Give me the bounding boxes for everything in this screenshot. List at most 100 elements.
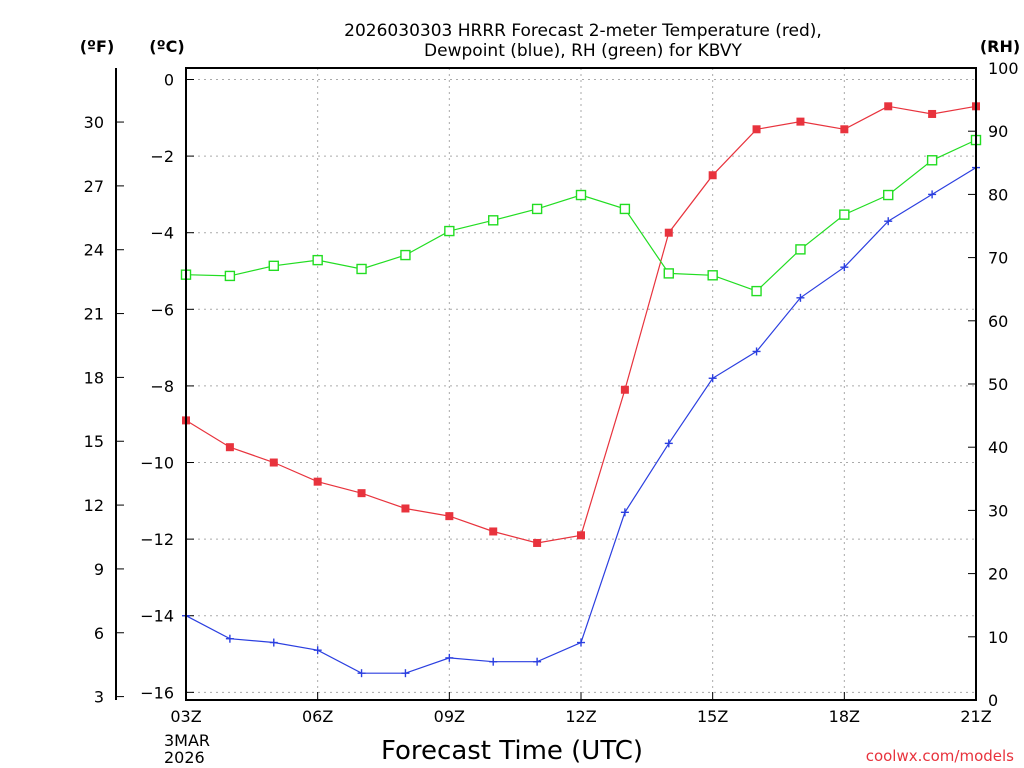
rh-point xyxy=(224,270,236,282)
dewpoint-point xyxy=(313,646,322,655)
temperature-point xyxy=(357,489,366,498)
celsius-tick-label: −10 xyxy=(140,454,174,473)
rh-point xyxy=(488,215,499,226)
temperature-point xyxy=(577,531,585,540)
rh-point xyxy=(356,263,367,275)
date-label-month: 3MAR xyxy=(164,731,210,750)
rh-unit-label: (RH) xyxy=(980,37,1020,56)
fahrenheit-unit-label: (ºF) xyxy=(80,37,115,56)
temperature-point xyxy=(533,538,542,547)
rh-point xyxy=(400,249,411,261)
rh-point xyxy=(312,254,323,266)
axis-layer: 03Z 06Z 09Z 12Z 15Z 18Z 21Z0−2−4−6−8−10−12−14−… xyxy=(84,59,1019,726)
temperature-point xyxy=(269,458,278,467)
fahrenheit-tick-label: 18 xyxy=(84,368,104,387)
x-tick-label: 21Z xyxy=(960,707,991,726)
temperature-point xyxy=(884,102,893,111)
celsius-tick-label: −8 xyxy=(150,377,174,396)
temperature-point xyxy=(664,228,673,237)
dewpoint-point xyxy=(401,669,410,678)
temperature-point xyxy=(620,385,629,394)
fahrenheit-tick-label: 12 xyxy=(84,496,104,515)
rh-point xyxy=(444,225,455,237)
rh-point xyxy=(663,268,674,279)
rh-point xyxy=(575,189,587,201)
fahrenheit-tick-label: 24 xyxy=(84,241,104,260)
x-axis-title: Forecast Time (UTC) xyxy=(381,736,643,766)
rh-point xyxy=(839,209,850,220)
x-tick-label: 06Z xyxy=(302,707,333,726)
rh-tick-label: 70 xyxy=(988,249,1008,268)
temperature-point xyxy=(928,109,937,118)
dewpoint-point xyxy=(225,634,234,643)
rh-tick-label: 40 xyxy=(988,438,1008,457)
temperature-point xyxy=(489,527,498,536)
fahrenheit-tick-label: 15 xyxy=(84,432,104,451)
rh-tick-label: 80 xyxy=(988,185,1008,204)
temperature-point xyxy=(313,477,322,486)
x-tick-label: 18Z xyxy=(829,707,860,726)
fahrenheit-tick-label: 6 xyxy=(94,624,104,643)
rh-tick-label: 50 xyxy=(988,375,1008,394)
dewpoint-point xyxy=(577,638,585,647)
dewpoint-point xyxy=(445,653,454,662)
temperature-point xyxy=(401,504,410,513)
rh-point xyxy=(268,260,279,272)
temperature-point xyxy=(708,171,717,180)
x-tick-label: 03Z xyxy=(170,707,201,726)
rh-tick-label: 0 xyxy=(988,691,998,710)
dewpoint-point xyxy=(752,347,761,356)
x-tick-label: 15Z xyxy=(697,707,728,726)
source-credit: coolwx.com/models xyxy=(866,747,1014,765)
rh-tick-label: 10 xyxy=(988,628,1008,647)
dewpoint-point xyxy=(533,657,542,666)
rh-point xyxy=(707,270,718,281)
dewpoint-point xyxy=(708,374,717,383)
x-tick-label: 12Z xyxy=(565,707,596,726)
dewpoint-point xyxy=(357,669,366,678)
temperature-point xyxy=(445,512,454,521)
dewpoint-point xyxy=(269,638,278,647)
temperature-point xyxy=(752,125,761,134)
dewpoint-point xyxy=(840,263,849,272)
celsius-tick-label: −12 xyxy=(140,530,174,549)
rh-tick-label: 20 xyxy=(988,565,1008,584)
fahrenheit-tick-label: 30 xyxy=(84,113,104,132)
chart-title-line-2: Dewpoint (blue), RH (green) for KBVY xyxy=(424,41,742,61)
fahrenheit-tick-label: 21 xyxy=(84,305,104,324)
temperature-point xyxy=(225,443,234,452)
celsius-tick-label: 0 xyxy=(164,70,174,89)
plot-frame xyxy=(185,67,977,701)
rh-point xyxy=(751,285,762,297)
rh-tick-label: 100 xyxy=(988,59,1019,78)
fahrenheit-tick-label: 3 xyxy=(94,688,104,707)
dewpoint-point xyxy=(796,293,805,302)
dewpoint-point xyxy=(884,217,893,226)
fahrenheit-tick-label: 27 xyxy=(84,177,104,196)
rh-tick-label: 30 xyxy=(988,501,1008,520)
dewpoint-point xyxy=(620,508,629,517)
rh-point xyxy=(619,203,631,215)
x-tick-label: 09Z xyxy=(434,707,465,726)
temperature-point xyxy=(840,125,849,134)
date-label-year: 2026 xyxy=(164,748,205,767)
rh-point xyxy=(883,189,894,201)
fahrenheit-tick-label: 9 xyxy=(94,560,104,579)
celsius-tick-label: −6 xyxy=(150,300,174,319)
celsius-tick-label: −4 xyxy=(150,224,174,243)
rh-point xyxy=(926,155,938,166)
rh-tick-label: 60 xyxy=(988,312,1008,331)
celsius-tick-label: −2 xyxy=(150,147,174,166)
rh-tick-label: 90 xyxy=(988,122,1008,141)
celsius-unit-label: (ºC) xyxy=(149,37,184,56)
temperature-point xyxy=(796,117,805,126)
rh-point xyxy=(795,244,806,255)
rh-point xyxy=(531,203,543,215)
chart-title-line-1: 2026030303 HRRR Forecast 2-meter Tempera… xyxy=(344,21,822,41)
dewpoint-point xyxy=(489,657,498,666)
series-layer xyxy=(180,102,982,678)
dewpoint-point xyxy=(928,190,937,199)
dewpoint-point xyxy=(664,439,673,448)
celsius-tick-label: −16 xyxy=(140,683,174,702)
